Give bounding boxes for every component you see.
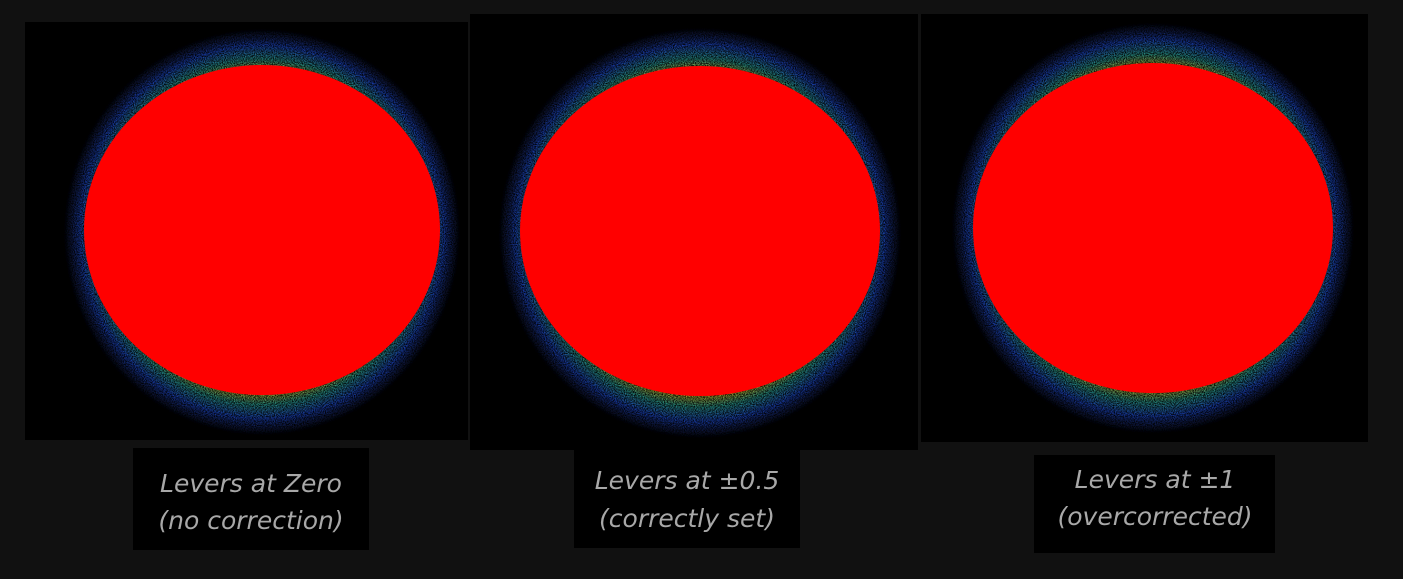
label-box bbox=[574, 448, 800, 548]
label: (no correction) bbox=[158, 506, 343, 535]
label: Levers at ±0.5 bbox=[595, 466, 780, 495]
label: (overcorrected) bbox=[1057, 502, 1252, 531]
panel: Levers at ±1 (overcorrected) bbox=[921, 14, 1368, 553]
red-spot bbox=[84, 65, 440, 395]
red-spot bbox=[520, 66, 880, 396]
red-spot bbox=[973, 63, 1333, 393]
label-box bbox=[1034, 455, 1275, 553]
panel: Levers at Zero (no correction) bbox=[25, 22, 468, 550]
panel: Levers at ±0.5 (correctly set) bbox=[470, 14, 918, 548]
label-box bbox=[133, 448, 369, 550]
label: Levers at Zero bbox=[160, 469, 342, 498]
label: (correctly set) bbox=[599, 504, 775, 533]
label: Levers at ±1 bbox=[1075, 465, 1236, 494]
